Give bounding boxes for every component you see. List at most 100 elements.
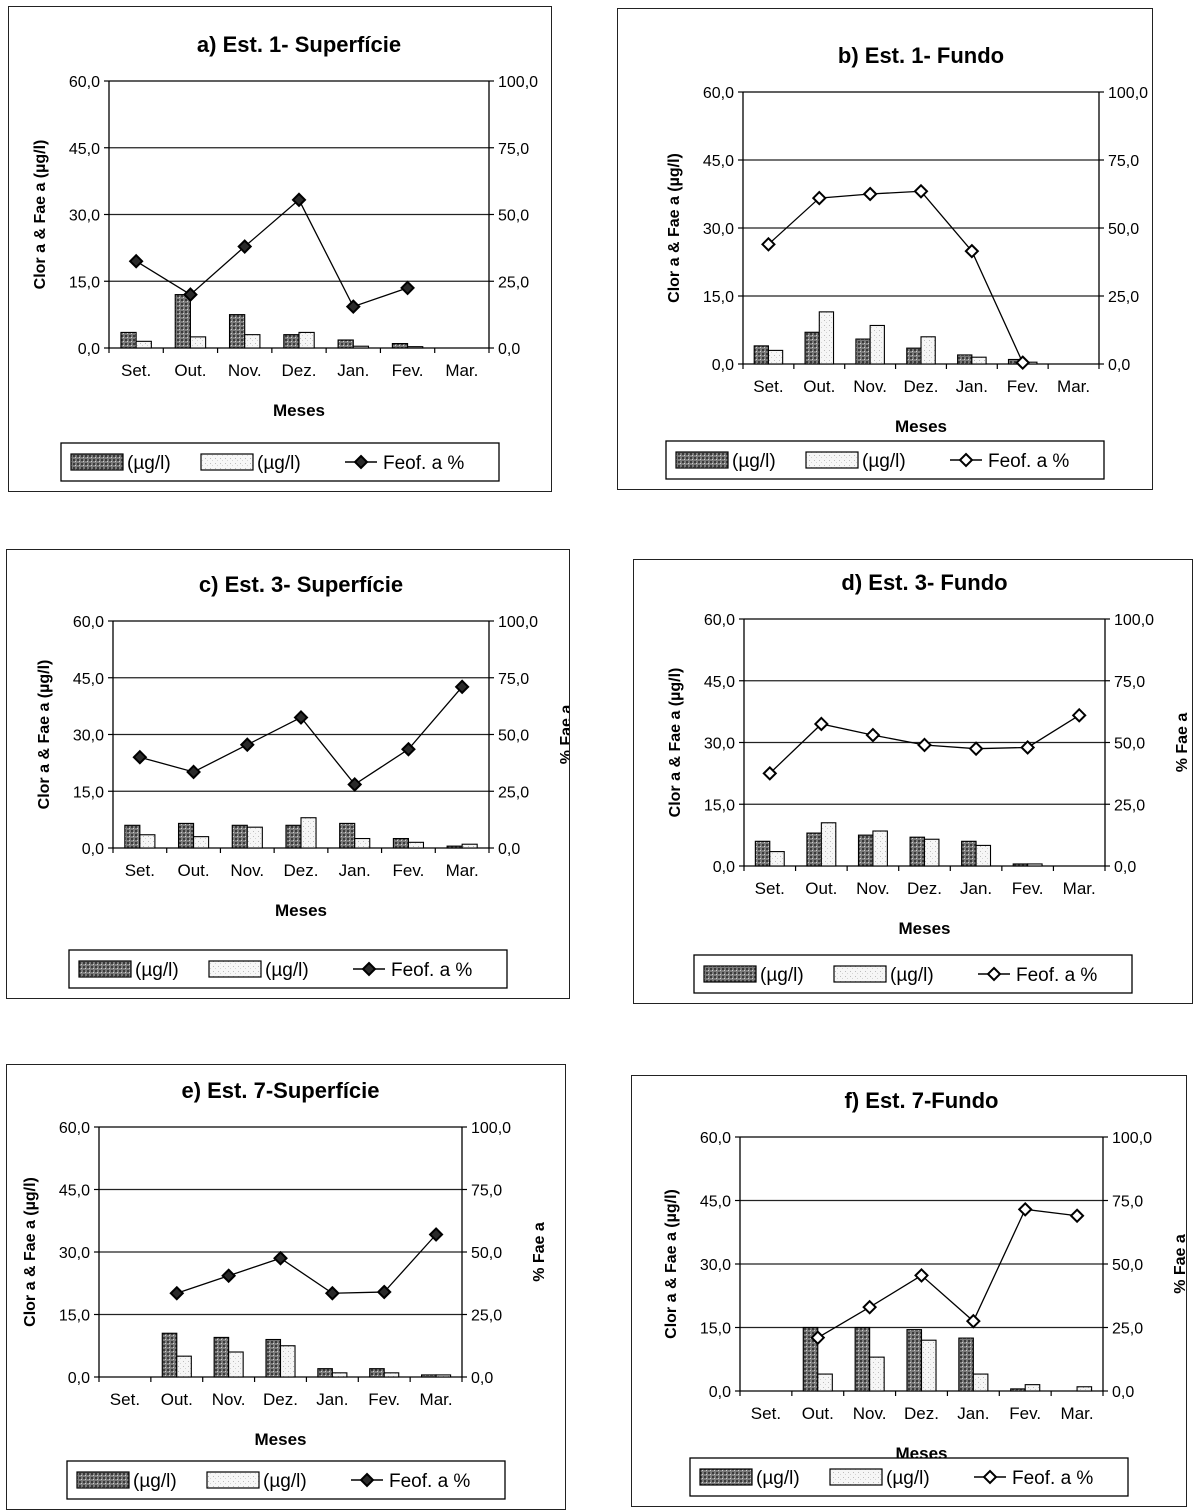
chart-panel-a: a) Est. 1- Superfície 0,0 0,0 15,0 25,0 30,0 5… [8,6,552,492]
feof-line [817,1208,1078,1339]
feof-marker [428,1227,444,1242]
y2-tick-label: 50,0 [471,1245,502,1262]
y-tick-label: 30,0 [704,736,735,753]
bar-fae-a [407,841,425,849]
x-category-label: Nov. [228,361,262,380]
bar-clor-a [213,1336,230,1378]
feof-marker [1069,1208,1085,1224]
bar-fae-a [331,1372,348,1378]
bar-clor-a [802,1326,819,1392]
bar-clor-a [906,1329,923,1392]
feof-marker [376,1284,392,1300]
y2-tick-label: 25,0 [1108,289,1139,306]
bar-fae-a [244,334,261,349]
bar-clor-a [339,822,356,849]
y-tick-label: 15,0 [69,274,100,291]
legend-swatch-dark [675,451,729,469]
y2-tick-label: 50,0 [498,728,529,745]
x-category-label: Jan. [957,1404,989,1423]
feof-marker [762,765,778,781]
x-axis-title: Meses [273,401,325,420]
bar-clor-a [161,1332,178,1378]
feof-marker [1015,355,1031,371]
y2-axis-title: % Fae a [558,705,569,765]
x-category-label: Nov. [853,377,887,396]
bar-fae-a [972,1373,989,1392]
y2-axis-title: % Fae a [1172,1234,1186,1294]
bar-clor-a [177,822,195,849]
y-tick-label: 45,0 [73,671,104,688]
feof-marker [813,716,829,732]
bar-fae-a [228,1351,244,1378]
legend-label: (µg/l) [862,451,906,472]
legend-label: Feof. a % [389,1471,470,1492]
bar-clor-a [285,824,302,849]
y-tick-label: 45,0 [700,1194,731,1211]
bar-fae-a [435,1374,452,1378]
bar-clor-a [906,347,922,365]
y2-tick-label: 25,0 [498,274,529,291]
x-category-label: Nov. [853,1404,887,1423]
y2-tick-label: 75,0 [498,141,529,158]
legend-box [689,1457,1129,1497]
bar-clor-a [1010,1388,1026,1392]
feof-marker [454,679,470,695]
legend-label: (µg/l) [127,453,171,474]
bar-clor-a [231,824,248,849]
bar-fae-a [176,1355,192,1378]
legend-box [665,440,1105,480]
x-category-label: Set. [110,1390,140,1409]
x-category-label: Mar. [446,861,479,880]
legend-label: (µg/l) [263,1471,307,1492]
legend-swatch-dark [703,965,757,983]
legend-marker [361,961,377,977]
y-tick-label: 60,0 [73,614,104,631]
feof-marker [401,741,416,757]
y-tick-label: 45,0 [69,141,100,158]
y2-tick-label: 0,0 [498,841,520,858]
y-tick-label: 15,0 [59,1308,90,1325]
y2-tick-label: 50,0 [498,208,529,225]
legend-label: (µg/l) [890,965,934,986]
legend-box [68,949,508,989]
chart-svg: b) Est. 1- Fundo 0,0 0,0 15,0 25,0 30,0 50,0 45… [665,43,1148,480]
feof-marker [862,1299,878,1315]
feof-marker [862,186,878,202]
x-category-label: Dez. [904,1404,939,1423]
feof-marker [132,749,148,765]
chart-title: e) Est. 7-Superfície [181,1078,379,1103]
y-axis-title: Clor a & Fae a (µg/l) [666,153,683,303]
chart-panel-e: e) Est. 7-Superfície 0,0 0,0 15,0 25,0 30,0 50… [6,1064,566,1510]
y2-tick-label: 50,0 [1108,221,1139,238]
bar-clor-a [174,294,191,349]
feof-marker [1020,740,1036,755]
x-category-label: Out. [174,361,206,380]
legend-label: Feof. a % [383,453,464,474]
x-category-label: Out. [178,861,210,880]
legend-label: (µg/l) [886,1468,930,1489]
feof-marker [400,280,415,296]
bar-clor-a [317,1368,333,1378]
bar-clor-a [806,832,822,867]
bar-clor-a [265,1338,282,1378]
chart-title: d) Est. 3- Fundo [841,570,1007,595]
y-tick-label: 0,0 [713,859,735,876]
y-tick-label: 15,0 [704,797,735,814]
feof-marker [345,299,361,315]
bar-clor-a [421,1374,437,1378]
feof-marker [964,243,980,259]
bar-clor-a [961,840,977,867]
legend-swatch-dark [78,960,132,978]
feof-line [139,686,463,786]
y2-tick-label: 25,0 [1114,797,1145,814]
y-tick-label: 0,0 [82,841,104,858]
bar-fae-a [767,349,784,365]
bar-clor-a [854,1326,871,1392]
y-tick-label: 60,0 [700,1130,731,1147]
x-category-label: Fev. [392,361,424,380]
bar-clor-a [957,354,973,365]
feof-marker [811,190,827,206]
legend-swatch-light [200,453,254,471]
feof-marker [169,1285,185,1301]
x-category-label: Jan. [337,361,369,380]
